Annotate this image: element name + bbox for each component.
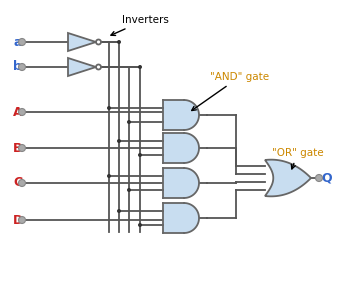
Polygon shape bbox=[163, 168, 184, 198]
Circle shape bbox=[107, 174, 111, 178]
Circle shape bbox=[127, 188, 131, 192]
Polygon shape bbox=[68, 33, 96, 51]
Text: b: b bbox=[13, 60, 22, 73]
Circle shape bbox=[96, 40, 101, 45]
Text: a: a bbox=[13, 35, 22, 48]
Text: "AND" gate: "AND" gate bbox=[192, 72, 269, 111]
Polygon shape bbox=[265, 160, 311, 196]
Text: Inverters: Inverters bbox=[111, 15, 168, 35]
Circle shape bbox=[138, 65, 142, 69]
Circle shape bbox=[127, 120, 131, 124]
Circle shape bbox=[107, 106, 111, 110]
Polygon shape bbox=[184, 168, 199, 198]
Circle shape bbox=[117, 40, 121, 44]
Circle shape bbox=[315, 175, 323, 181]
Text: D: D bbox=[13, 214, 23, 227]
Text: B: B bbox=[13, 142, 22, 155]
Text: Q: Q bbox=[321, 171, 332, 184]
Polygon shape bbox=[163, 100, 184, 130]
Polygon shape bbox=[163, 203, 184, 233]
Text: C: C bbox=[13, 176, 22, 189]
Circle shape bbox=[18, 145, 26, 152]
Circle shape bbox=[18, 109, 26, 116]
Circle shape bbox=[18, 63, 26, 71]
Circle shape bbox=[138, 223, 142, 227]
Circle shape bbox=[96, 65, 101, 70]
Text: A: A bbox=[13, 106, 23, 119]
Circle shape bbox=[18, 217, 26, 224]
Circle shape bbox=[138, 153, 142, 157]
Polygon shape bbox=[184, 100, 199, 130]
Circle shape bbox=[18, 39, 26, 45]
Circle shape bbox=[117, 139, 121, 143]
Polygon shape bbox=[184, 133, 199, 163]
Polygon shape bbox=[184, 203, 199, 233]
Polygon shape bbox=[163, 133, 184, 163]
Polygon shape bbox=[68, 58, 96, 76]
Circle shape bbox=[18, 179, 26, 186]
Circle shape bbox=[117, 209, 121, 213]
Text: "OR" gate: "OR" gate bbox=[272, 148, 324, 169]
